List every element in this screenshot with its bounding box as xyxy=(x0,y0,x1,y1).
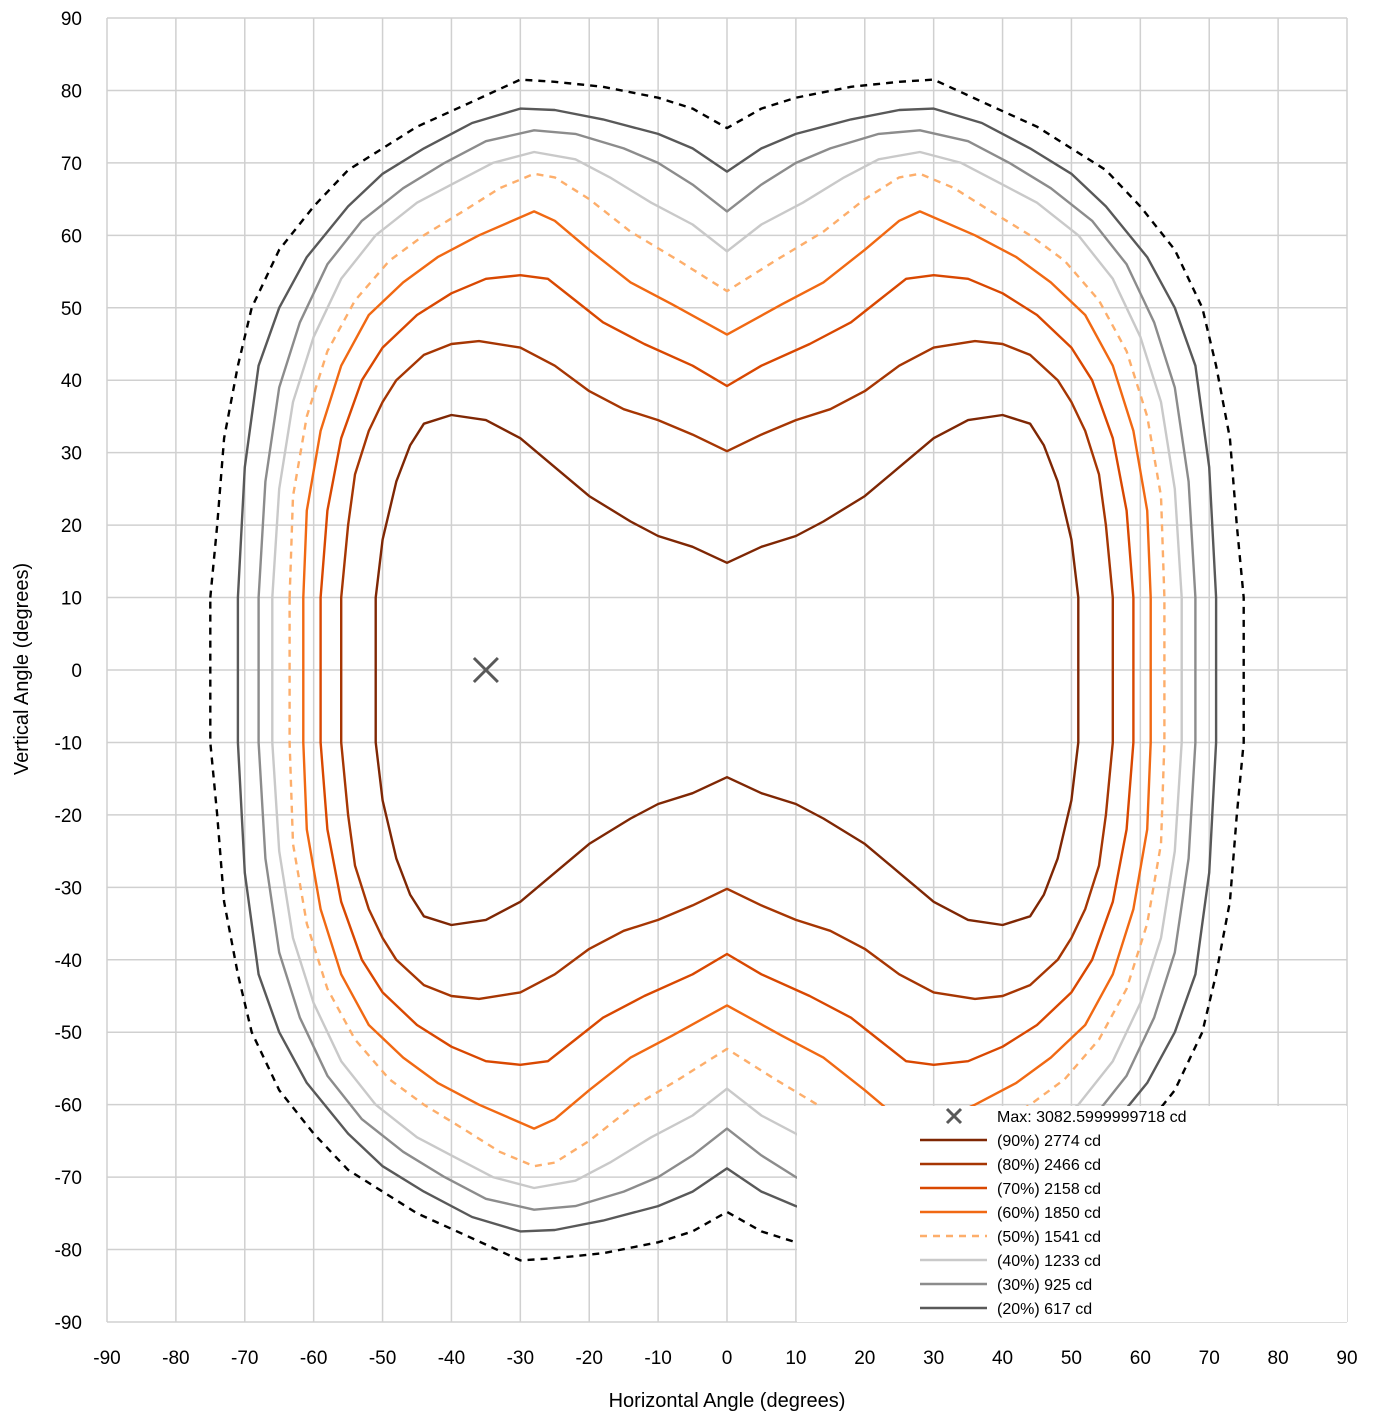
y-tick-label: 60 xyxy=(61,226,82,247)
x-tick-label: 80 xyxy=(1268,1348,1289,1369)
x-tick-label: 10 xyxy=(785,1348,806,1369)
x-tick-label: -80 xyxy=(162,1348,189,1369)
x-tick-label: 60 xyxy=(1130,1348,1151,1369)
legend-max-label: Max: 3082.5999999718 cd xyxy=(997,1109,1186,1126)
y-tick-label: -10 xyxy=(55,733,82,754)
y-tick-label: 0 xyxy=(71,661,82,682)
x-tick-label: -60 xyxy=(300,1348,327,1369)
y-tick-label: 80 xyxy=(61,81,82,102)
x-tick-label: -40 xyxy=(438,1348,465,1369)
y-tick-label: -20 xyxy=(55,806,82,827)
contour-line-1 xyxy=(340,339,1114,1001)
contour-line-8 xyxy=(209,78,1245,1262)
y-tick-label: 10 xyxy=(61,589,82,610)
legend-label: (90%) 2774 cd xyxy=(997,1133,1101,1150)
y-tick-label: 30 xyxy=(61,444,82,465)
contour-line-6 xyxy=(257,129,1197,1211)
x-tick-label: -30 xyxy=(507,1348,534,1369)
y-tick-label: 40 xyxy=(61,371,82,392)
contour-line-3 xyxy=(302,210,1152,1130)
tick-labels: -90 -80 -70 -60 -50 -40 -30 -20 -10 0 10 20 30 40 50 60… xyxy=(55,9,1358,1369)
contour-line-0 xyxy=(374,413,1080,927)
y-tick-label: -70 xyxy=(55,1168,82,1189)
legend-label: (70%) 2158 cd xyxy=(997,1181,1101,1198)
x-tick-label: 50 xyxy=(1061,1348,1082,1369)
x-tick-label: -20 xyxy=(575,1348,602,1369)
contour-series xyxy=(209,78,1245,1262)
y-tick-label: 70 xyxy=(61,154,82,175)
y-tick-label: -60 xyxy=(55,1096,82,1117)
legend-max-marker xyxy=(945,1107,963,1125)
y-tick-label: -30 xyxy=(55,878,82,899)
legend: Max: 3082.5999999718 cd (90%) 2774 cd (80%… xyxy=(797,1106,1347,1322)
x-tick-label: 0 xyxy=(722,1348,733,1369)
x-tick-label: 90 xyxy=(1336,1348,1357,1369)
y-tick-label: -80 xyxy=(55,1241,82,1262)
contour-line-2 xyxy=(319,274,1135,1066)
x-tick-label: 40 xyxy=(992,1348,1013,1369)
y-axis-title: Vertical Angle (degrees) xyxy=(11,563,33,775)
legend-label: (20%) 617 cd xyxy=(997,1301,1092,1318)
legend-label: (50%) 1541 cd xyxy=(997,1229,1101,1246)
legend-label: (30%) 925 cd xyxy=(997,1277,1092,1294)
y-tick-label: -50 xyxy=(55,1023,82,1044)
x-tick-label: -10 xyxy=(644,1348,671,1369)
contour-line-5 xyxy=(271,150,1183,1190)
x-tick-label: -50 xyxy=(369,1348,396,1369)
max-marker xyxy=(472,656,499,684)
y-tick-label: 90 xyxy=(61,9,82,30)
y-tick-label: -90 xyxy=(55,1313,82,1334)
x-tick-label: 20 xyxy=(854,1348,875,1369)
legend-label: (80%) 2466 cd xyxy=(997,1157,1101,1174)
legend-label: (40%) 1233 cd xyxy=(997,1253,1101,1270)
x-axis-title: Horizontal Angle (degrees) xyxy=(609,1390,846,1412)
x-tick-label: 70 xyxy=(1199,1348,1220,1369)
y-tick-label: 20 xyxy=(61,516,82,537)
y-tick-label: 50 xyxy=(61,299,82,320)
legend-box xyxy=(797,1106,1347,1322)
x-tick-label: -70 xyxy=(231,1348,258,1369)
y-tick-label: -40 xyxy=(55,951,82,972)
x-tick-label: 30 xyxy=(923,1348,944,1369)
max-marker-layer xyxy=(472,656,499,684)
legend-label: (60%) 1850 cd xyxy=(997,1205,1101,1222)
contour-line-7 xyxy=(236,107,1218,1233)
x-tick-label: -90 xyxy=(93,1348,120,1369)
